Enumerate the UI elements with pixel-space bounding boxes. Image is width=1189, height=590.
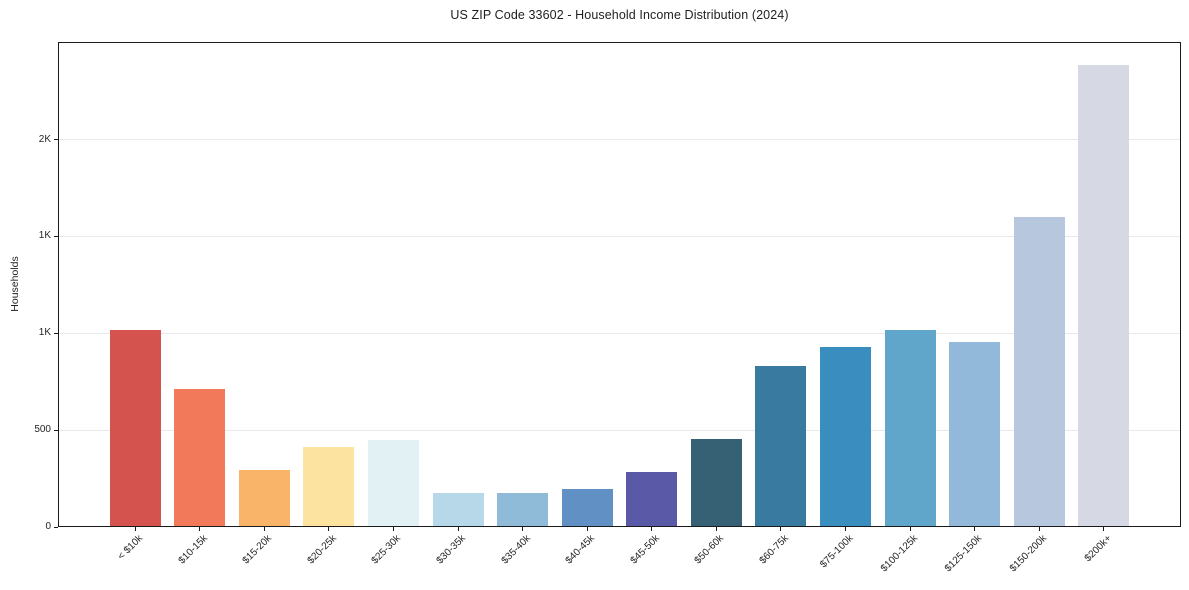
x-tick-mark-60-75k bbox=[780, 527, 782, 531]
bar-150-200k bbox=[1013, 217, 1065, 527]
y-axis-label: Households bbox=[9, 256, 21, 312]
y-tick-label-1500: 1K bbox=[38, 230, 51, 242]
bar-100-125k bbox=[884, 329, 936, 527]
y-tick-label-2000: 2K bbox=[38, 133, 51, 145]
x-tick-mark-40-45k bbox=[586, 527, 588, 531]
bar-200k bbox=[1078, 65, 1130, 527]
bar-75-100k bbox=[819, 347, 871, 527]
gridline-2000 bbox=[58, 139, 1181, 141]
x-tick-label-45-50k: $45-50k bbox=[628, 533, 662, 567]
bar-10-15k bbox=[174, 388, 226, 527]
x-tick-mark-150-200k bbox=[1038, 527, 1040, 531]
bar-50-60k bbox=[690, 438, 742, 527]
bar-30-35k bbox=[432, 492, 484, 527]
bar-20-25k bbox=[303, 447, 355, 527]
x-tick-label-125-150k: $125-150k bbox=[943, 533, 985, 575]
x-tick-mark-125-150k bbox=[974, 527, 976, 531]
y-tick-mark-1000 bbox=[54, 332, 58, 334]
x-tick-mark-30-35k bbox=[457, 527, 459, 531]
x-tick-label-30-35k: $30-35k bbox=[434, 533, 468, 567]
bar-35-40k bbox=[497, 492, 549, 527]
gridline-500 bbox=[58, 429, 1181, 431]
x-tick-label-35-40k: $35-40k bbox=[499, 533, 533, 567]
bar-60-75k bbox=[755, 365, 807, 527]
bar-45-50k bbox=[626, 472, 678, 527]
x-tick-mark-75-100k bbox=[844, 527, 846, 531]
x-tick-label-50-60k: $50-60k bbox=[692, 533, 727, 567]
x-tick-mark-100-125k bbox=[909, 527, 911, 531]
x-tick-label-100-125k: $100-125k bbox=[878, 533, 920, 575]
x-tick-label-15-20k: $15-20k bbox=[240, 533, 275, 567]
x-tick-mark-15-20k bbox=[263, 527, 265, 531]
x-tick-label-60-75k: $60-75k bbox=[757, 533, 791, 567]
bar-25-30k bbox=[368, 439, 420, 527]
x-tick-mark-45-50k bbox=[651, 527, 653, 531]
x-tick-mark-50-60k bbox=[715, 527, 717, 531]
y-tick-label-0: 0 bbox=[45, 521, 51, 532]
x-tick-mark-20-25k bbox=[328, 527, 330, 531]
x-tick-mark-10k bbox=[134, 527, 136, 531]
y-tick-label-1000: 1K bbox=[38, 327, 51, 339]
gridline-1000 bbox=[58, 332, 1181, 334]
y-tick-mark-1500 bbox=[54, 235, 58, 237]
gridline-1500 bbox=[58, 235, 1181, 237]
x-tick-label-10k: < $10k bbox=[115, 533, 146, 563]
y-tick-mark-0 bbox=[54, 526, 58, 528]
x-tick-label-25-30k: $25-30k bbox=[369, 533, 404, 567]
bar-125-150k bbox=[949, 342, 1001, 527]
x-tick-mark-35-40k bbox=[522, 527, 524, 531]
x-tick-label-150-200k: $150-200k bbox=[1007, 533, 1049, 575]
plot-area bbox=[58, 42, 1181, 527]
bar-10k bbox=[109, 330, 161, 527]
y-tick-mark-500 bbox=[54, 429, 58, 431]
x-tick-label-20-25k: $20-25k bbox=[305, 533, 339, 567]
bar-40-45k bbox=[561, 488, 613, 527]
x-tick-label-10-15k: $10-15k bbox=[176, 533, 210, 567]
chart-title: US ZIP Code 33602 - Household Income Dis… bbox=[450, 8, 789, 22]
x-tick-label-40-45k: $40-45k bbox=[563, 533, 597, 567]
x-tick-label-75-100k: $75-100k bbox=[817, 533, 856, 571]
x-tick-label-200k: $200k+ bbox=[1082, 533, 1114, 565]
bar-15-20k bbox=[238, 470, 290, 527]
x-tick-mark-10-15k bbox=[199, 527, 201, 531]
y-tick-label-500: 500 bbox=[34, 424, 51, 436]
y-tick-mark-2000 bbox=[54, 139, 58, 141]
x-tick-mark-25-30k bbox=[393, 527, 395, 531]
x-tick-mark-200k bbox=[1103, 527, 1105, 531]
